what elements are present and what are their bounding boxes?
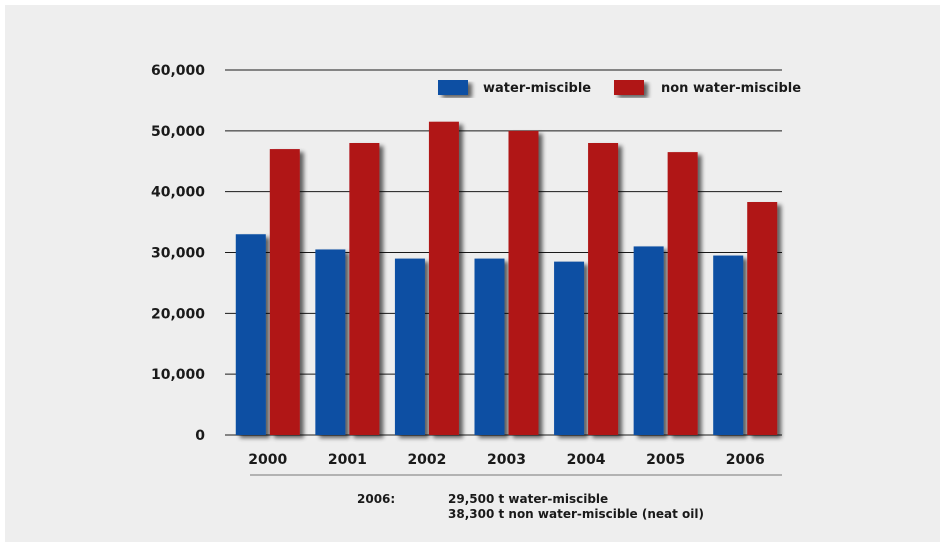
x-tick-label: 2001 [328, 452, 367, 468]
bar-non-water-miscible-2000 [269, 149, 300, 436]
y-tick-label: 30,000 [151, 246, 205, 262]
x-tick-label: 2005 [646, 452, 685, 468]
legend-swatch-non-water-miscible [614, 80, 644, 95]
bar-non-water-miscible-2005 [667, 152, 698, 435]
legend-label-water-miscible: water-miscible [483, 81, 591, 96]
x-tick-label: 2003 [487, 452, 526, 468]
bar-non-water-miscible-2006 [747, 202, 778, 435]
y-tick-label: 10,000 [151, 367, 205, 383]
bar-non-water-miscible-2002 [428, 121, 459, 435]
footnote-line1: 29,500 t water-miscible [448, 492, 609, 506]
legend-swatch-water-miscible [438, 80, 468, 95]
x-tick-label: 2004 [567, 452, 606, 468]
chart-panel [5, 5, 940, 542]
y-tick-label: 50,000 [151, 124, 205, 140]
bar-water-miscible-2003 [474, 258, 505, 435]
footnote-year: 2006: [357, 492, 396, 506]
bar-water-miscible-2006 [713, 255, 744, 435]
bar-non-water-miscible-2001 [349, 143, 380, 435]
bar-water-miscible-2002 [394, 258, 425, 435]
y-tick-label: 0 [195, 428, 205, 444]
y-tick-label: 60,000 [151, 63, 205, 79]
legend-label-non-water-miscible: non water-miscible [661, 81, 801, 96]
bar-non-water-miscible-2003 [508, 130, 539, 436]
bar-water-miscible-2005 [633, 246, 664, 435]
bar-water-miscible-2004 [554, 261, 585, 435]
bar-water-miscible-2000 [235, 234, 266, 435]
x-tick-label: 2000 [248, 452, 287, 468]
x-tick-label: 2002 [407, 452, 446, 468]
bar-non-water-miscible-2004 [588, 143, 619, 435]
footnote-line2: 38,300 t non water-miscible (neat oil) [448, 507, 705, 521]
y-tick-label: 20,000 [151, 306, 205, 322]
bar-water-miscible-2001 [315, 249, 346, 435]
x-tick-label: 2006 [726, 452, 765, 468]
y-tick-label: 40,000 [151, 185, 205, 201]
